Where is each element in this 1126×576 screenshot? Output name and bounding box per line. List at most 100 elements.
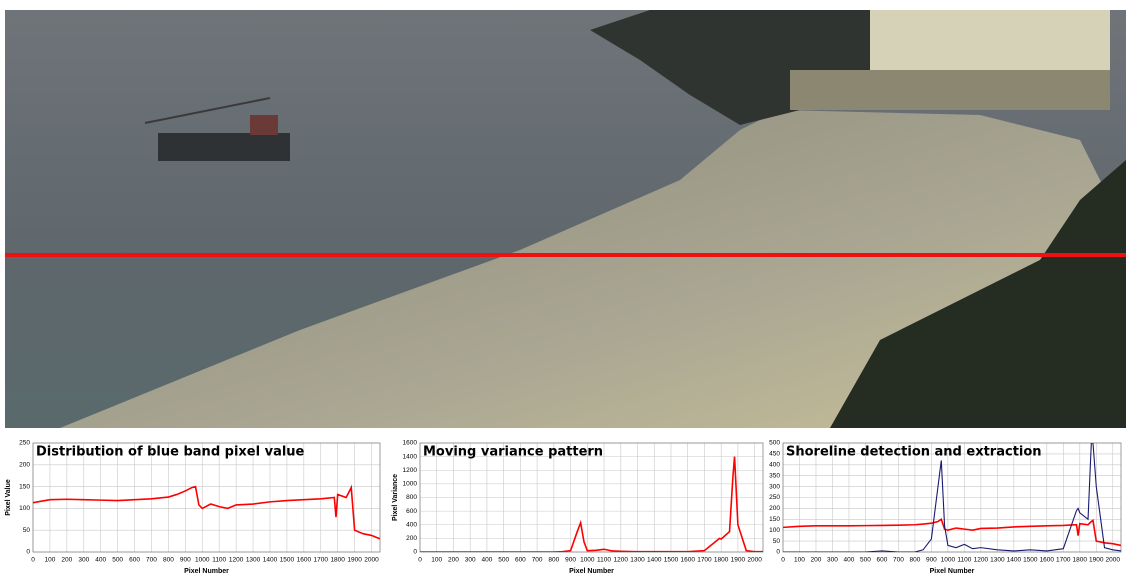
y-tick-label: 800 — [406, 494, 417, 501]
x-tick-label: 600 — [876, 557, 887, 564]
canvas: 0501001502002500100200300400500600700800… — [0, 0, 1126, 576]
x-tick-label: 1300 — [630, 557, 645, 564]
x-tick-label: 1600 — [1040, 557, 1055, 564]
y-tick-label: 1000 — [403, 481, 418, 488]
x-tick-label: 400 — [481, 557, 492, 564]
x-tick-label: 200 — [448, 557, 459, 564]
y-axis-label: Pixel Value — [5, 479, 12, 516]
crane-cab — [250, 115, 278, 135]
x-tick-label: 100 — [794, 557, 805, 564]
x-tick-label: 1300 — [246, 557, 261, 564]
y-tick-label: 150 — [769, 516, 780, 523]
y-tick-label: 400 — [769, 462, 780, 469]
x-tick-label: 100 — [431, 557, 442, 564]
x-axis-label: Pixel Number — [569, 568, 614, 575]
y-tick-label: 250 — [19, 440, 30, 447]
x-tick-label: 1400 — [1007, 557, 1022, 564]
y-tick-label: 350 — [769, 472, 780, 479]
x-tick-label: 1200 — [614, 557, 629, 564]
x-tick-label: 400 — [844, 557, 855, 564]
x-tick-label: 1800 — [1073, 557, 1088, 564]
y-tick-label: 300 — [769, 483, 780, 490]
y-tick-label: 400 — [406, 521, 417, 528]
figure: 0501001502002500100200300400500600700800… — [0, 0, 1126, 576]
x-tick-label: 300 — [465, 557, 476, 564]
y-tick-label: 0 — [776, 549, 780, 556]
x-tick-label: 0 — [31, 557, 35, 564]
chart-title: Distribution of blue band pixel value — [36, 445, 305, 460]
y-tick-label: 1600 — [403, 440, 418, 447]
x-tick-label: 1000 — [941, 557, 956, 564]
x-tick-label: 1700 — [697, 557, 712, 564]
chart: 0 200 400 600 800 1000 1200 1400 1600 0 100 200 300 4… — [392, 440, 763, 575]
x-tick-label: 700 — [532, 557, 543, 564]
x-tick-label: 1100 — [212, 557, 226, 564]
y-tick-label: 150 — [19, 483, 30, 490]
x-tick-label: 1700 — [314, 557, 329, 564]
x-tick-label: 1500 — [1023, 557, 1038, 564]
x-tick-label: 2000 — [1106, 557, 1121, 564]
x-tick-label: 0 — [418, 557, 422, 564]
x-tick-label: 1300 — [990, 557, 1005, 564]
x-tick-label: 0 — [781, 557, 785, 564]
y-tick-label: 0 — [413, 549, 417, 556]
y-tick-label: 200 — [406, 535, 417, 542]
x-tick-label: 1600 — [297, 557, 312, 564]
x-tick-label: 600 — [515, 557, 526, 564]
x-tick-label: 1200 — [974, 557, 989, 564]
x-tick-label: 800 — [163, 557, 174, 564]
x-tick-label: 1500 — [664, 557, 679, 564]
x-tick-label: 500 — [860, 557, 871, 564]
x-tick-label: 1400 — [263, 557, 278, 564]
y-tick-label: 450 — [769, 451, 780, 458]
x-tick-label: 700 — [893, 557, 904, 564]
x-axis-label: Pixel Number — [930, 568, 975, 575]
x-tick-label: 1900 — [347, 557, 362, 564]
y-axis-label: Pixel Variance — [392, 474, 399, 521]
y-tick-label: 50 — [23, 527, 31, 534]
x-tick-label: 1800 — [330, 557, 345, 564]
x-tick-label: 200 — [811, 557, 822, 564]
y-tick-label: 100 — [19, 505, 30, 512]
x-tick-label: 1000 — [195, 557, 210, 564]
y-tick-label: 1200 — [403, 467, 418, 474]
x-tick-label: 1100 — [957, 557, 971, 564]
x-tick-label: 1500 — [280, 557, 295, 564]
y-tick-label: 250 — [769, 494, 780, 501]
y-tick-label: 600 — [406, 508, 417, 515]
x-tick-label: 1200 — [229, 557, 244, 564]
x-tick-label: 1700 — [1056, 557, 1071, 564]
hotel-base — [790, 70, 1110, 110]
x-tick-label: 1900 — [1089, 557, 1104, 564]
x-tick-label: 800 — [548, 557, 559, 564]
x-tick-label: 500 — [498, 557, 509, 564]
barge — [158, 133, 290, 161]
x-tick-label: 800 — [909, 557, 920, 564]
x-tick-label: 900 — [180, 557, 191, 564]
x-tick-label: 300 — [78, 557, 89, 564]
y-tick-label: 200 — [769, 505, 780, 512]
x-tick-label: 200 — [61, 557, 72, 564]
x-tick-label: 2000 — [747, 557, 762, 564]
x-tick-label: 500 — [112, 557, 123, 564]
x-tick-label: 400 — [95, 557, 106, 564]
chart-title: Moving variance pattern — [423, 445, 603, 460]
x-tick-label: 1900 — [731, 557, 746, 564]
x-tick-label: 1000 — [580, 557, 595, 564]
x-tick-label: 100 — [44, 557, 55, 564]
x-tick-label: 1100 — [597, 557, 611, 564]
x-axis-label: Pixel Number — [184, 568, 229, 575]
y-tick-label: 50 — [773, 538, 781, 545]
x-tick-label: 700 — [146, 557, 157, 564]
x-tick-label: 1400 — [647, 557, 662, 564]
y-tick-label: 200 — [19, 462, 30, 469]
x-tick-label: 2000 — [364, 557, 379, 564]
y-tick-label: 1400 — [403, 453, 418, 460]
x-tick-label: 1600 — [680, 557, 695, 564]
photo — [5, 10, 1126, 428]
x-tick-label: 900 — [926, 557, 937, 564]
y-tick-label: 0 — [26, 549, 30, 556]
y-tick-label: 100 — [769, 527, 780, 534]
